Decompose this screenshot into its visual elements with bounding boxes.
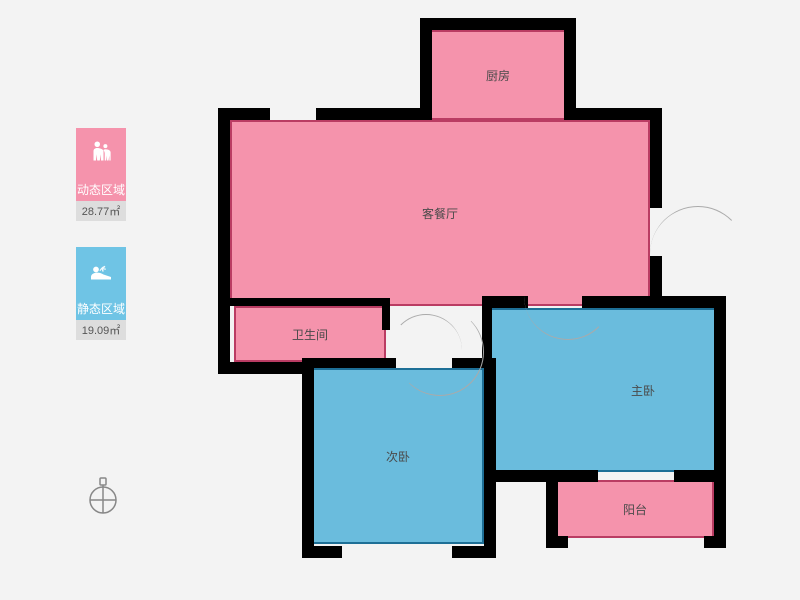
- legend-static: 静态区域 19.09㎡: [72, 247, 130, 340]
- wall: [650, 108, 662, 208]
- room-living-label: 客餐厅: [422, 205, 458, 222]
- room-bathroom-label: 卫生间: [292, 326, 328, 343]
- wall: [420, 18, 576, 30]
- room-kitchen-label: 厨房: [486, 67, 510, 84]
- wall: [382, 298, 390, 330]
- wall: [490, 470, 598, 482]
- wall: [546, 536, 568, 548]
- people-icon: [76, 128, 126, 178]
- sleep-icon-svg: [86, 257, 116, 287]
- floorplan: 厨房 客餐厅 卫生间 主卧 次卧 阳台: [206, 18, 726, 578]
- room-second-bed: 次卧: [312, 368, 484, 544]
- legend-panel: 动态区域 28.77㎡ 静态区域 19.09㎡: [72, 128, 130, 366]
- legend-static-label: 静态区域: [76, 297, 126, 320]
- room-bathroom: 卫生间: [234, 306, 386, 362]
- wall: [302, 358, 396, 368]
- wall: [564, 18, 576, 120]
- door-arc: [650, 206, 746, 302]
- sleep-icon: [76, 247, 126, 297]
- wall: [704, 536, 726, 548]
- wall: [674, 470, 726, 482]
- wall: [482, 296, 528, 308]
- room-kitchen: 厨房: [430, 30, 566, 120]
- wall: [218, 108, 230, 370]
- wall: [316, 108, 432, 120]
- wall: [714, 296, 726, 482]
- legend-dynamic-label: 动态区域: [76, 178, 126, 201]
- room-balcony: 阳台: [556, 480, 714, 538]
- wall: [484, 362, 496, 558]
- legend-static-value: 19.09㎡: [76, 320, 126, 340]
- room-master-bed-label: 主卧: [631, 382, 655, 399]
- room-balcony-label: 阳台: [623, 501, 647, 518]
- wall: [420, 18, 432, 112]
- people-icon-svg: [86, 138, 116, 168]
- room-master-bed: 主卧: [490, 308, 716, 472]
- legend-dynamic: 动态区域 28.77㎡: [72, 128, 130, 221]
- wall: [230, 298, 390, 306]
- wall: [302, 362, 314, 558]
- legend-dynamic-value: 28.77㎡: [76, 201, 126, 221]
- wall: [564, 108, 662, 120]
- room-second-bed-label: 次卧: [386, 448, 410, 465]
- wall: [302, 546, 342, 558]
- wall: [218, 362, 302, 374]
- room-living: 客餐厅: [230, 120, 650, 306]
- compass-icon: [86, 476, 120, 521]
